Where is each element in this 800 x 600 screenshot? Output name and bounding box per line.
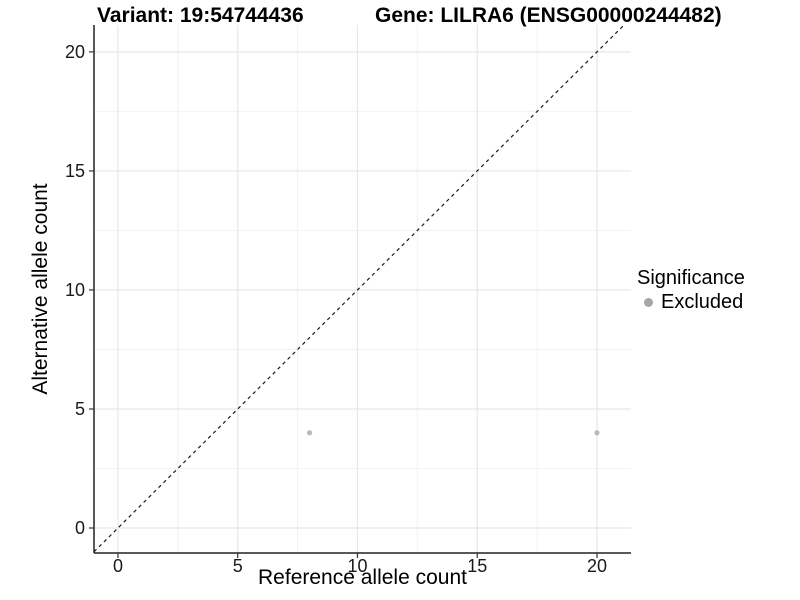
legend-entry-label: Excluded	[661, 291, 744, 313]
x-tick-label: 10	[347, 556, 367, 576]
x-tick-label: 15	[467, 556, 487, 576]
legend: Significance Excluded	[637, 266, 745, 313]
y-tick-label: 20	[65, 42, 85, 62]
legend-dot-icon	[644, 297, 653, 307]
x-axis-title: Reference allele count	[258, 566, 467, 589]
plot-title-variant: Variant: 19:54744436	[97, 4, 304, 27]
x-tick-label: 5	[233, 556, 243, 576]
identity-line	[94, 25, 625, 553]
data-point	[306, 430, 313, 436]
data-point	[594, 430, 600, 436]
plot-title-gene: Gene: LILRA6 (ENSG00000244482)	[375, 4, 722, 27]
y-tick-label: 0	[75, 518, 85, 538]
x-tick-label: 0	[113, 556, 123, 576]
legend-title: Significance	[637, 267, 745, 289]
legend-entry-excluded: Excluded	[637, 291, 745, 313]
y-tick-label: 10	[65, 280, 85, 300]
y-tick-label: 5	[75, 399, 85, 419]
x-tick-label: 20	[587, 556, 607, 576]
y-axis-title: Alternative allele count	[29, 183, 52, 395]
y-tick-label: 15	[65, 161, 85, 181]
